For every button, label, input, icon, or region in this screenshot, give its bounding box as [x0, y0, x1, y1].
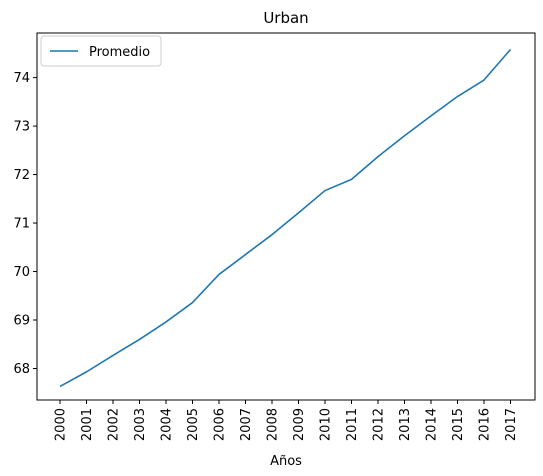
x-tick-label: 2001 — [80, 408, 95, 441]
y-tick-label: 68 — [13, 362, 30, 377]
x-tick-label: 2006 — [213, 408, 228, 441]
x-tick-label: 2015 — [451, 408, 466, 441]
x-tick-label: 2005 — [186, 408, 201, 441]
x-tick-label: 2012 — [372, 408, 387, 441]
x-tick-label: 2013 — [398, 408, 413, 441]
x-tick-label: 2008 — [266, 408, 281, 441]
y-tick-label: 74 — [13, 71, 30, 86]
chart-title: Urban — [263, 9, 308, 27]
legend-label-promedio: Promedio — [89, 45, 150, 60]
y-tick-label: 69 — [13, 314, 30, 329]
x-tick-label: 2009 — [292, 408, 307, 441]
x-tick-label: 2016 — [478, 408, 493, 441]
x-tick-label: 2017 — [504, 408, 519, 441]
x-tick-label: 2014 — [425, 408, 440, 441]
x-tick-label: 2002 — [107, 408, 122, 441]
series-layer — [59, 48, 512, 388]
x-axis-label: Años — [270, 454, 302, 469]
y-tick-label: 73 — [13, 120, 30, 135]
x-tick-label: 2011 — [345, 408, 360, 441]
axes: 68 69 70 71 72 73 74 2000 2001 2002 2003 2004 2005 20… — [13, 32, 536, 441]
y-tick-label: 72 — [13, 168, 30, 183]
legend-box — [40, 35, 162, 67]
legend: Promedio — [40, 35, 162, 67]
series-line-promedio — [59, 48, 512, 388]
x-tick-label: 2010 — [319, 408, 334, 441]
x-tick-label: 2000 — [54, 408, 69, 441]
y-tick-label: 70 — [13, 265, 30, 280]
x-tick-label: 2004 — [160, 408, 175, 441]
x-tick-label: 2007 — [239, 408, 254, 441]
plot-frame — [36, 32, 536, 401]
y-tick-label: 71 — [13, 217, 30, 232]
x-tick-label: 2003 — [133, 408, 148, 441]
